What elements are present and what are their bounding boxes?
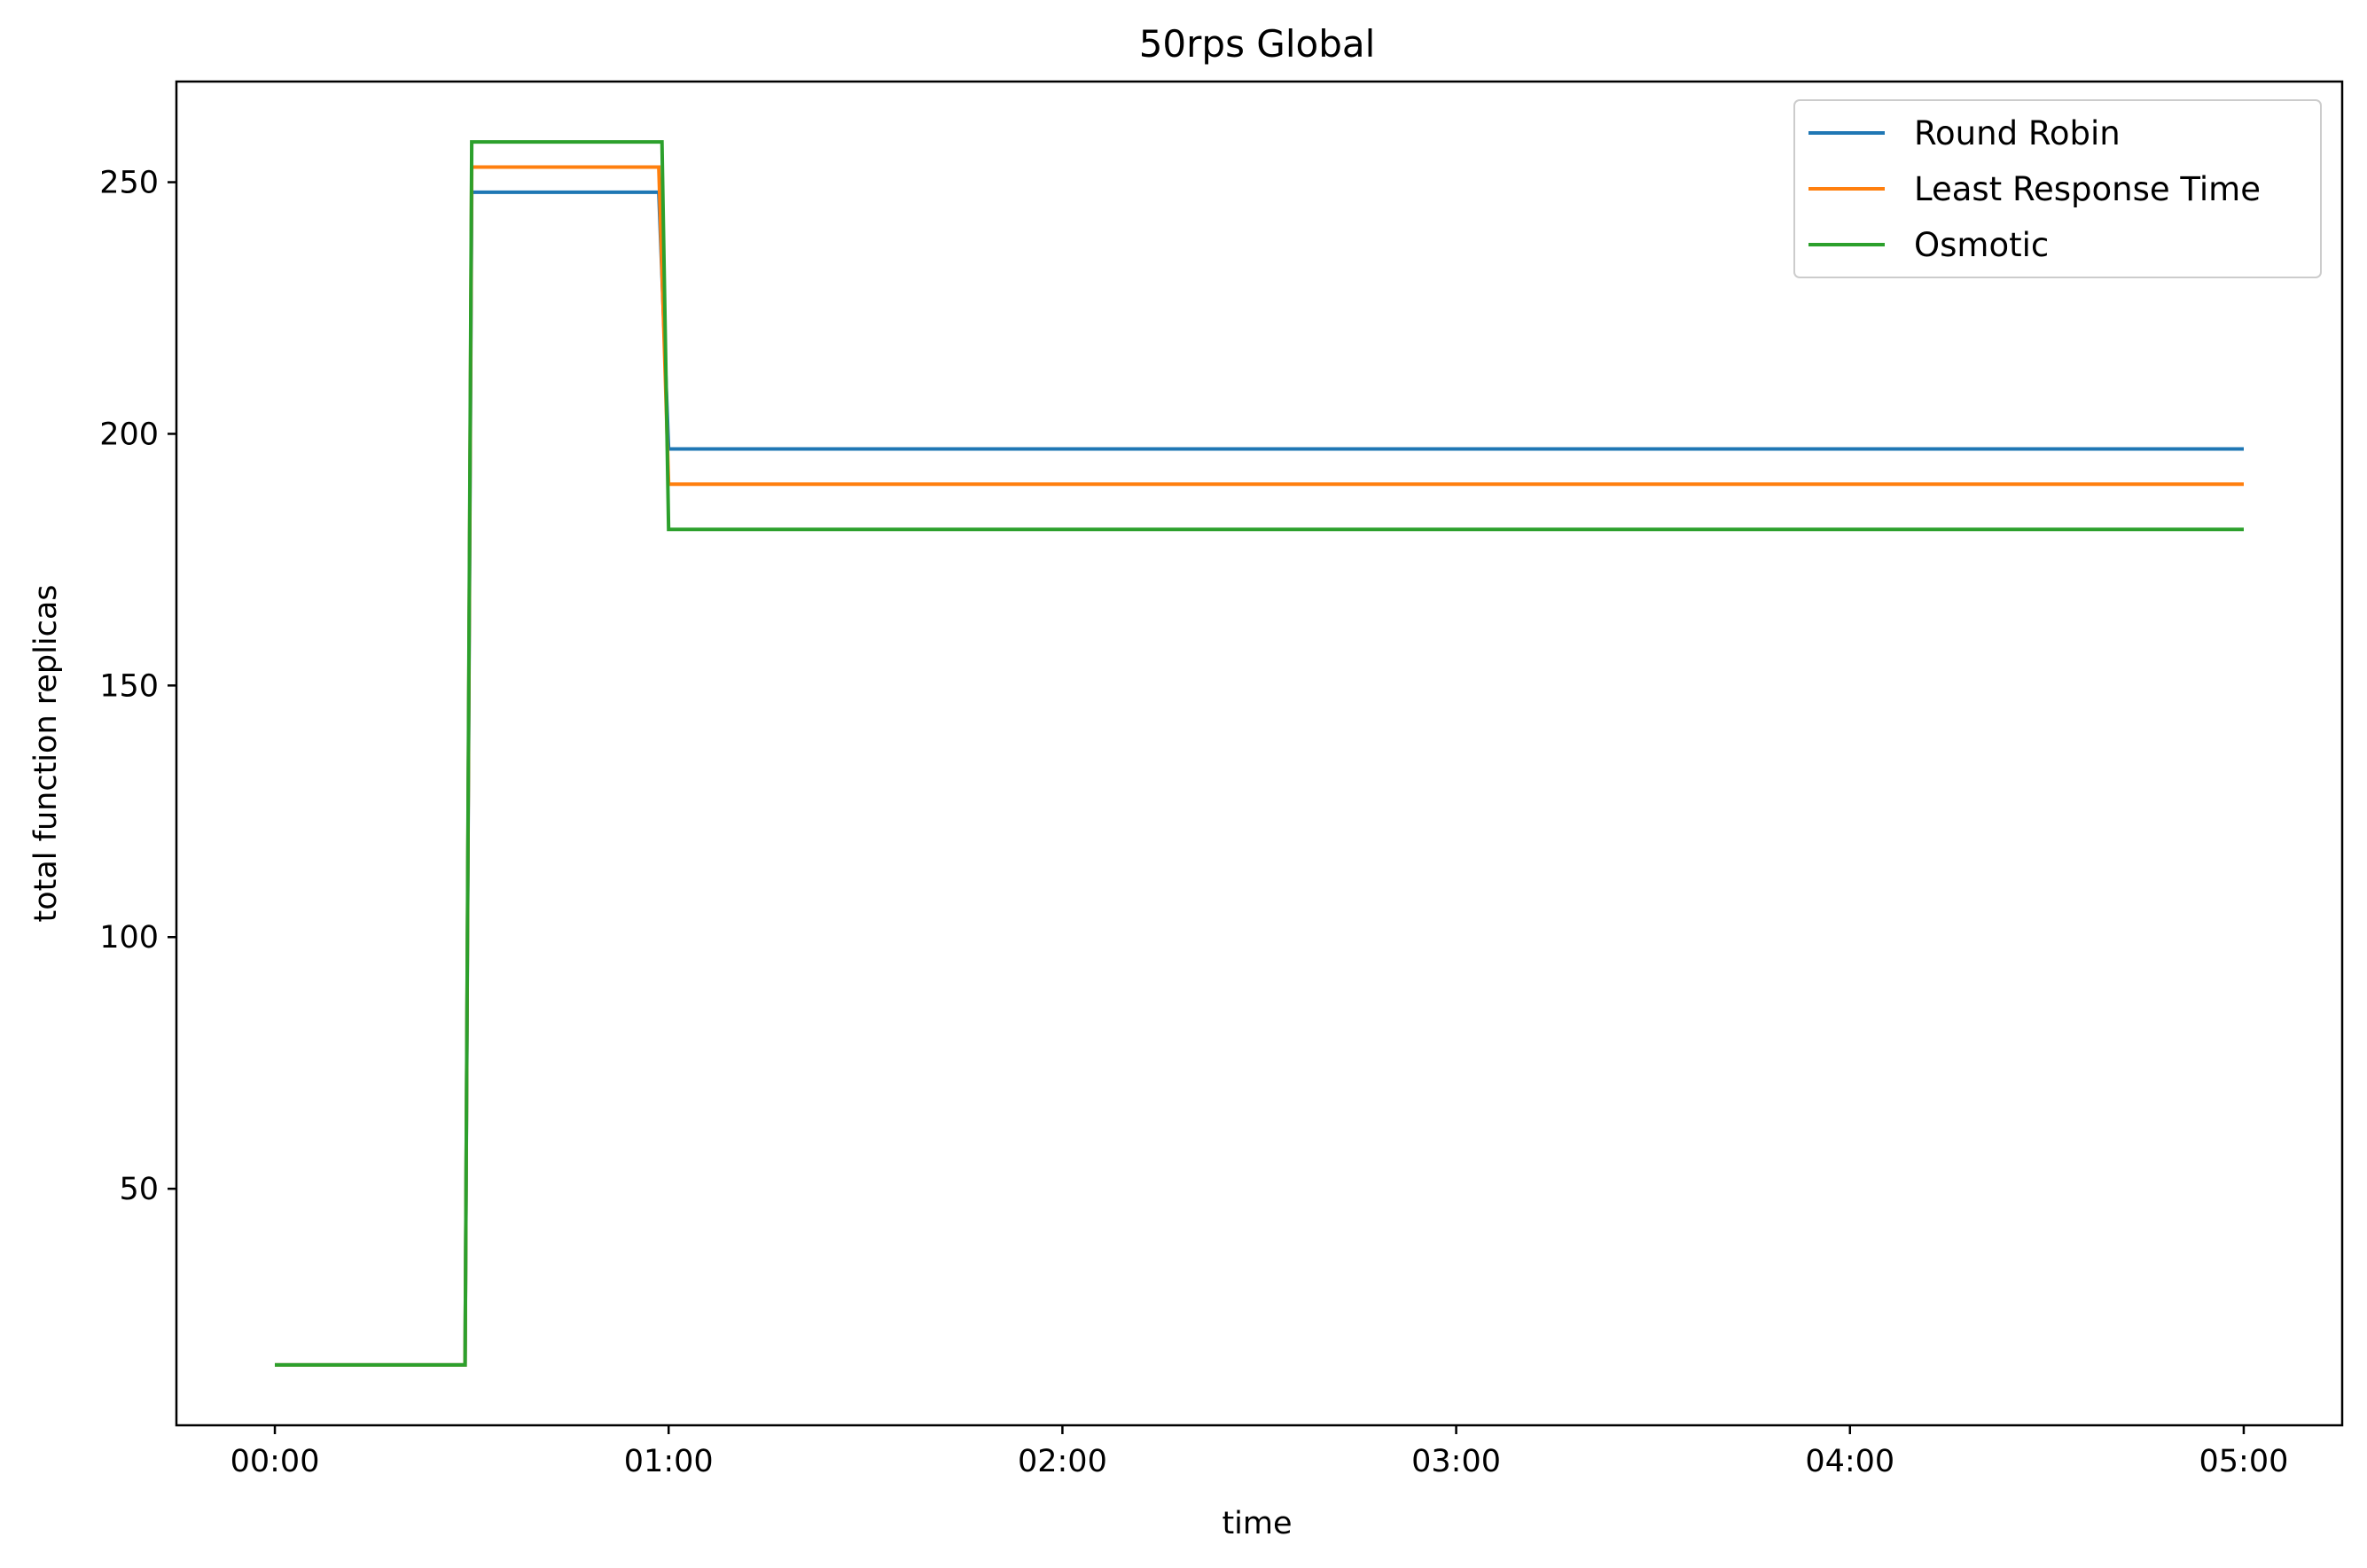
legend: Round Robin Least Response Time Osmotic (1793, 99, 2322, 278)
plot-area-frame (175, 80, 2344, 1427)
y-tick-label: 100 (99, 920, 159, 956)
legend-label-0: Round Robin (1914, 114, 2121, 152)
x-axis-label: time (1222, 1506, 1292, 1541)
y-tick-label: 250 (99, 166, 159, 201)
legend-label-2: Osmotic (1914, 226, 2049, 264)
x-axis: 00:00 01:00 02:00 03:00 04:00 05:00 (230, 1425, 2289, 1479)
x-tick-label: 00:00 (230, 1444, 320, 1479)
series-line-2 (275, 140, 2244, 1367)
legend-label-1: Least Response Time (1914, 170, 2261, 208)
x-tick-label: 05:00 (2199, 1444, 2289, 1479)
x-tick-label: 04:00 (1805, 1444, 1894, 1479)
y-tick-label: 150 (99, 668, 159, 704)
y-axis-label: total function replicas (28, 584, 64, 922)
x-tick-label: 01:00 (624, 1444, 714, 1479)
legend-box (1793, 99, 2322, 278)
y-axis: 50 100 150 200 250 (99, 166, 176, 1207)
chart-title: 50rps Global (1139, 22, 1376, 66)
legend-entries: Round Robin Least Response Time Osmotic (1808, 114, 2261, 264)
x-tick-label: 02:00 (1018, 1444, 1107, 1479)
series-layer (275, 140, 2244, 1367)
y-tick-label: 50 (119, 1172, 159, 1207)
x-tick-label: 03:00 (1411, 1444, 1501, 1479)
y-tick-label: 200 (99, 417, 159, 452)
